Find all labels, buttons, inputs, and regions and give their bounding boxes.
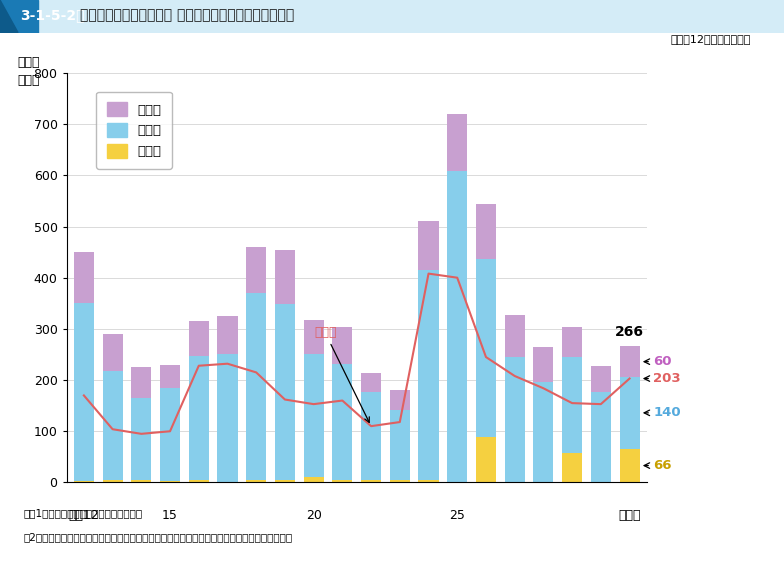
Bar xyxy=(619,377,640,449)
Bar xyxy=(533,381,554,482)
Bar xyxy=(275,250,295,304)
Bar xyxy=(189,356,209,480)
Bar xyxy=(361,392,381,480)
Bar xyxy=(476,205,496,259)
Bar xyxy=(476,438,496,482)
Text: （件）: （件） xyxy=(17,56,40,69)
Bar xyxy=(246,292,267,480)
Bar xyxy=(275,304,295,480)
Bar xyxy=(332,480,353,482)
Bar xyxy=(160,365,180,388)
Bar xyxy=(447,171,467,482)
Bar xyxy=(419,480,438,482)
Text: 幎成12: 幎成12 xyxy=(68,509,100,522)
Bar xyxy=(303,355,324,477)
Polygon shape xyxy=(0,0,38,33)
Bar xyxy=(246,480,267,482)
Bar xyxy=(131,480,151,482)
Bar xyxy=(591,392,611,482)
Bar xyxy=(505,357,524,482)
Bar xyxy=(103,334,122,371)
Bar xyxy=(131,398,151,480)
Text: （人）: （人） xyxy=(17,74,40,88)
Bar xyxy=(160,481,180,482)
Text: 266: 266 xyxy=(615,325,644,339)
Bar xyxy=(332,327,353,364)
Text: 25: 25 xyxy=(449,509,465,522)
Text: 3-1-5-2図: 3-1-5-2図 xyxy=(20,8,85,22)
Bar xyxy=(562,357,583,453)
Bar xyxy=(619,346,640,377)
Bar xyxy=(303,477,324,482)
Bar xyxy=(447,114,467,171)
Text: 注　1　警察庁生活安全局の資料による。: 注 1 警察庁生活安全局の資料による。 xyxy=(24,508,143,518)
Bar xyxy=(476,259,496,438)
Bar xyxy=(103,480,122,482)
Text: 15: 15 xyxy=(162,509,178,522)
Bar xyxy=(390,480,410,482)
Bar xyxy=(332,364,353,480)
Bar xyxy=(103,371,122,480)
Text: 2「いじめに起因する事件」とは，いじめによる事件及びいじめの仕返しによる事件をいう。: 2「いじめに起因する事件」とは，いじめによる事件及びいじめの仕返しによる事件をい… xyxy=(24,532,292,542)
Bar xyxy=(390,390,410,410)
Bar xyxy=(160,388,180,481)
Bar xyxy=(217,316,238,355)
Bar xyxy=(619,449,640,482)
Bar xyxy=(419,221,438,269)
Bar xyxy=(189,321,209,356)
Bar xyxy=(303,320,324,355)
Bar xyxy=(591,366,611,392)
Bar xyxy=(361,480,381,482)
Bar xyxy=(74,481,94,482)
Text: いじめに起因する事件 事件数・検挙・補導人員の推移: いじめに起因する事件 事件数・検挙・補導人員の推移 xyxy=(80,8,294,22)
Bar xyxy=(189,480,209,482)
Polygon shape xyxy=(0,0,18,33)
Text: 203: 203 xyxy=(653,372,681,385)
Bar xyxy=(74,304,94,481)
Bar xyxy=(562,328,583,357)
Text: 事件数: 事件数 xyxy=(314,326,369,422)
Text: 60: 60 xyxy=(653,355,672,368)
Bar xyxy=(390,410,410,480)
Bar xyxy=(562,453,583,482)
Text: 令和元: 令和元 xyxy=(619,509,641,522)
Text: 140: 140 xyxy=(653,406,681,419)
Bar xyxy=(74,252,94,304)
Bar xyxy=(246,247,267,292)
Text: 20: 20 xyxy=(306,509,321,522)
Bar xyxy=(275,480,295,482)
Bar xyxy=(361,373,381,392)
Bar xyxy=(419,269,438,480)
Bar xyxy=(505,315,524,357)
Bar xyxy=(533,347,554,381)
Text: （幎成12年～令和元年）: （幎成12年～令和元年） xyxy=(671,34,751,44)
Bar xyxy=(217,355,238,482)
Legend: 高校生, 中学生, 小学生: 高校生, 中学生, 小学生 xyxy=(96,92,172,169)
Bar xyxy=(131,367,151,398)
Text: 66: 66 xyxy=(653,459,672,472)
